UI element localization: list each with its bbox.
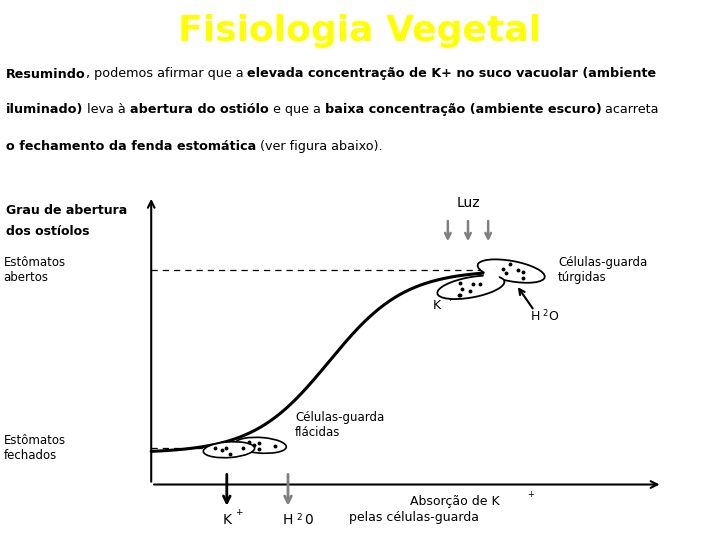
- Text: baixa concentração (ambiente escuro): baixa concentração (ambiente escuro): [325, 103, 601, 116]
- Text: dos ostíolos: dos ostíolos: [6, 225, 89, 238]
- Text: Estômatos
fechados: Estômatos fechados: [4, 434, 66, 462]
- Text: +: +: [527, 490, 534, 498]
- Ellipse shape: [235, 437, 287, 453]
- Text: (ver figura abaixo).: (ver figura abaixo).: [256, 140, 382, 153]
- Text: Resumindo: Resumindo: [6, 68, 86, 80]
- Text: abertura do ostiólo: abertura do ostiólo: [130, 103, 269, 116]
- Ellipse shape: [437, 275, 505, 299]
- Text: iluminado): iluminado): [6, 103, 83, 116]
- Text: 0: 0: [304, 512, 312, 526]
- Text: +: +: [446, 294, 454, 303]
- Text: Células-guarda
flácidas: Células-guarda flácidas: [295, 411, 384, 440]
- Text: pelas células-guarda: pelas células-guarda: [349, 511, 480, 524]
- Text: leva à: leva à: [83, 103, 130, 116]
- Text: Grau de abertura: Grau de abertura: [6, 204, 127, 217]
- Text: Estômatos
abertos: Estômatos abertos: [4, 256, 66, 284]
- Text: Células-guarda
túrgidas: Células-guarda túrgidas: [558, 256, 647, 284]
- Text: H: H: [531, 310, 541, 323]
- Text: Luz: Luz: [456, 197, 480, 211]
- Ellipse shape: [477, 259, 545, 283]
- Text: +: +: [235, 508, 243, 517]
- Text: Fisiologia Vegetal: Fisiologia Vegetal: [179, 14, 541, 48]
- Text: 2: 2: [296, 513, 302, 522]
- Text: elevada concentração de K+ no suco vacuolar (ambiente: elevada concentração de K+ no suco vacuo…: [247, 68, 656, 80]
- Text: K: K: [433, 299, 441, 312]
- Text: , podemos afirmar que a: , podemos afirmar que a: [86, 68, 247, 80]
- Text: H: H: [283, 512, 293, 526]
- Text: O: O: [548, 310, 558, 323]
- Text: K: K: [222, 512, 231, 526]
- Text: acarreta: acarreta: [601, 103, 659, 116]
- Text: e que a: e que a: [269, 103, 325, 116]
- Text: Absorção de K: Absorção de K: [410, 495, 500, 508]
- Ellipse shape: [203, 442, 255, 458]
- Text: o fechamento da fenda estomática: o fechamento da fenda estomática: [6, 140, 256, 153]
- Ellipse shape: [483, 268, 499, 291]
- Text: 2: 2: [543, 309, 548, 318]
